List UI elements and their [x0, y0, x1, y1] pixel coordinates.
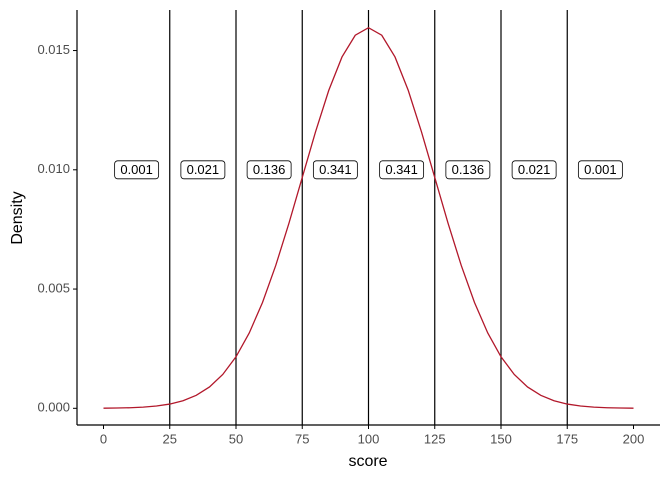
label-text: 0.136 [253, 162, 286, 177]
label-box [445, 160, 491, 180]
y-tick-label: 0.000 [37, 400, 70, 415]
x-axis-title: score [348, 453, 387, 470]
label-text: 0.136 [452, 162, 485, 177]
x-tick-label: 175 [556, 431, 578, 446]
label-text: 0.021 [518, 162, 551, 177]
y-tick-label: 0.005 [37, 280, 70, 295]
label-text: 0.001 [120, 162, 153, 177]
label-box [246, 160, 292, 180]
label-text: 0.341 [319, 162, 352, 177]
x-tick-label: 150 [490, 431, 512, 446]
label-box [180, 160, 226, 180]
x-tick-label: 50 [229, 431, 243, 446]
label-text: 0.021 [187, 162, 220, 177]
density-line [103, 26, 634, 409]
label-box [577, 160, 623, 180]
x-tick-label: 125 [424, 431, 446, 446]
label-text: 0.001 [584, 162, 617, 177]
label-box [511, 160, 557, 180]
label-box [114, 160, 160, 180]
x-tick-label: 100 [358, 431, 380, 446]
x-tick-label: 25 [163, 431, 177, 446]
x-tick-label: 75 [295, 431, 309, 446]
label-text: 0.341 [385, 162, 418, 177]
label-box [312, 160, 358, 180]
y-tick-label: 0.010 [37, 161, 70, 176]
x-tick-label: 0 [100, 431, 107, 446]
y-tick-label: 0.015 [37, 42, 70, 57]
x-tick-label: 200 [623, 431, 645, 446]
label-box [379, 160, 425, 180]
y-axis-title: Density [9, 191, 26, 244]
